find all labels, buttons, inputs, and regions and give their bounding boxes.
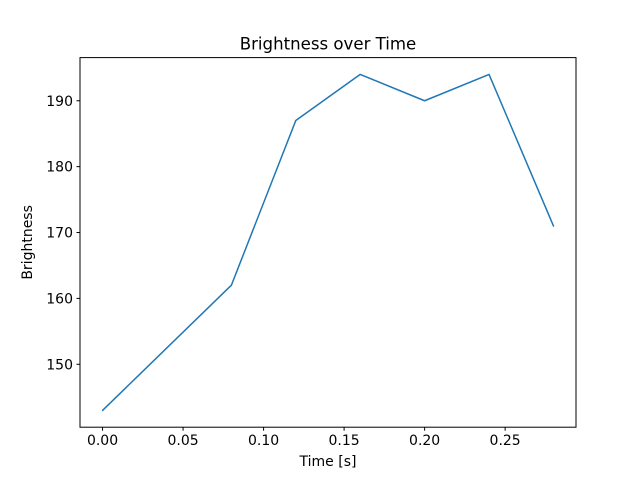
brightness-line — [101, 73, 555, 412]
chart-title: Brightness over Time — [240, 35, 417, 54]
y-axis-ticks: 150 160 170 180 190 — [46, 94, 80, 373]
x-tick-label: 0.20 — [409, 433, 440, 449]
x-tick-label: 0.00 — [87, 433, 118, 449]
y-tick-label: 150 — [46, 357, 73, 373]
y-tick-label: 190 — [46, 94, 73, 110]
x-tick-label: 0.05 — [167, 433, 198, 449]
y-tick-label: 170 — [46, 226, 73, 242]
data-series — [101, 73, 555, 412]
plot-border — [79, 57, 577, 428]
x-tick-label: 0.15 — [329, 433, 360, 449]
x-axis-label: Time [s] — [299, 454, 357, 470]
y-tick-label: 160 — [46, 291, 73, 307]
y-tick-label: 180 — [46, 160, 73, 176]
x-axis-ticks: 0.00 0.05 0.10 0.15 0.20 0.25 — [87, 427, 521, 449]
x-tick-label: 0.25 — [490, 433, 521, 449]
x-tick-label: 0.10 — [248, 433, 279, 449]
y-axis-label: Brightness — [20, 205, 36, 280]
